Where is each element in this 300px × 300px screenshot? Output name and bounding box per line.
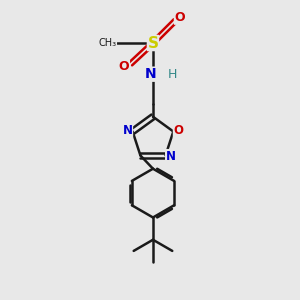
Text: S: S [148,35,158,50]
Text: O: O [174,11,185,24]
Text: N: N [123,124,133,137]
Text: O: O [173,124,183,137]
Text: N: N [166,149,176,163]
Text: O: O [119,60,130,73]
Text: N: N [145,67,156,81]
Text: H: H [168,68,177,81]
Text: CH₃: CH₃ [98,38,117,48]
